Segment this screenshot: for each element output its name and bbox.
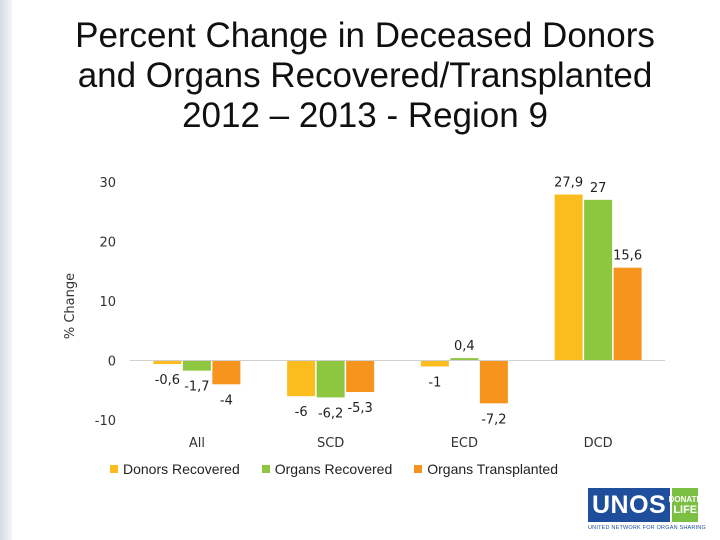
data-label: -6,2 xyxy=(318,406,343,421)
x-category-label: All xyxy=(189,436,205,451)
badge-top-text: DONATE xyxy=(668,495,702,504)
data-label: -7,2 xyxy=(481,412,506,427)
bar-scd-organs-recovered xyxy=(316,360,345,398)
title-line-1: Percent Change in Deceased Donors xyxy=(75,16,655,55)
data-label: -0,6 xyxy=(155,373,180,388)
data-label: -1,7 xyxy=(184,380,209,395)
bar-ecd-donors-recovered xyxy=(420,360,449,367)
x-category-label: ECD xyxy=(451,436,478,451)
title-line-3: 2012 – 2013 - Region 9 xyxy=(182,96,548,135)
y-tick-label: 20 xyxy=(99,236,116,251)
bar-ecd-organs-recovered xyxy=(450,358,479,361)
title-line-2: and Organs Recovered/Transplanted xyxy=(77,56,653,95)
data-labels: -0,6 -1,7 -4 -6 -6,2 -5,3 -1 0,4 -7,2 27,9 27 15,6 xyxy=(155,175,642,427)
data-label: 0,4 xyxy=(454,339,475,354)
legend-label-donors-recovered: Donors Recovered xyxy=(123,461,240,477)
data-label: -4 xyxy=(220,393,233,408)
legend-swatch-organs-transplanted xyxy=(414,465,423,473)
data-label: -6 xyxy=(295,405,308,420)
bar-scd-donors-recovered xyxy=(287,360,316,397)
donate-life-badge: DONATE LIFE xyxy=(669,488,702,522)
y-tick-label: 30 xyxy=(99,176,116,191)
y-axis-title: % Change xyxy=(63,273,78,339)
bar-dcd-organs-transplanted xyxy=(613,267,642,361)
data-label: 27 xyxy=(590,181,607,196)
legend-item-donors-recovered: Donors Recovered xyxy=(110,461,240,477)
bar-group xyxy=(153,194,642,404)
bar-dcd-donors-recovered xyxy=(554,194,583,361)
x-axis: All SCD ECD DCD xyxy=(130,360,665,451)
bar-all-organs-transplanted xyxy=(212,360,241,385)
bar-dcd-organs-recovered xyxy=(584,199,613,361)
y-tick-label: 10 xyxy=(99,295,116,310)
bar-ecd-organs-transplanted xyxy=(479,360,508,404)
legend-swatch-donors-recovered xyxy=(110,465,118,473)
data-label: 15,6 xyxy=(613,249,642,264)
legend-item-organs-transplanted: Organs Transplanted xyxy=(414,461,558,477)
logo-tagline: UNITED NETWORK FOR ORGAN SHARING xyxy=(588,525,706,531)
bar-all-organs-recovered xyxy=(182,360,211,371)
y-tick-label: 0 xyxy=(108,355,116,370)
chart-title: Percent Change in Deceased Donors and Or… xyxy=(20,16,710,136)
y-tick-label: -10 xyxy=(95,414,116,429)
left-gradient-band xyxy=(0,0,12,540)
badge-bottom-text: LIFE xyxy=(673,504,698,516)
x-category-label: DCD xyxy=(584,436,613,451)
legend-item-organs-recovered: Organs Recovered xyxy=(261,461,393,477)
legend-label-organs-transplanted: Organs Transplanted xyxy=(427,461,558,477)
data-label: -5,3 xyxy=(347,401,372,416)
data-label: -1 xyxy=(428,375,441,390)
logo-wordmark: UNOS xyxy=(588,488,671,522)
data-label: 27,9 xyxy=(554,175,583,190)
legend: Donors Recovered Organs Recovered Organs… xyxy=(110,461,670,477)
bar-scd-organs-transplanted xyxy=(346,360,375,393)
bar-all-donors-recovered xyxy=(153,360,182,365)
legend-label-organs-recovered: Organs Recovered xyxy=(274,461,393,477)
unos-logo: UNOS DONATE LIFE UNITED NETWORK FOR ORGA… xyxy=(588,488,706,534)
y-axis: 30 20 10 0 -10 % Change xyxy=(63,176,116,429)
x-category-label: SCD xyxy=(317,436,344,451)
legend-swatch-organs-recovered xyxy=(261,465,270,473)
